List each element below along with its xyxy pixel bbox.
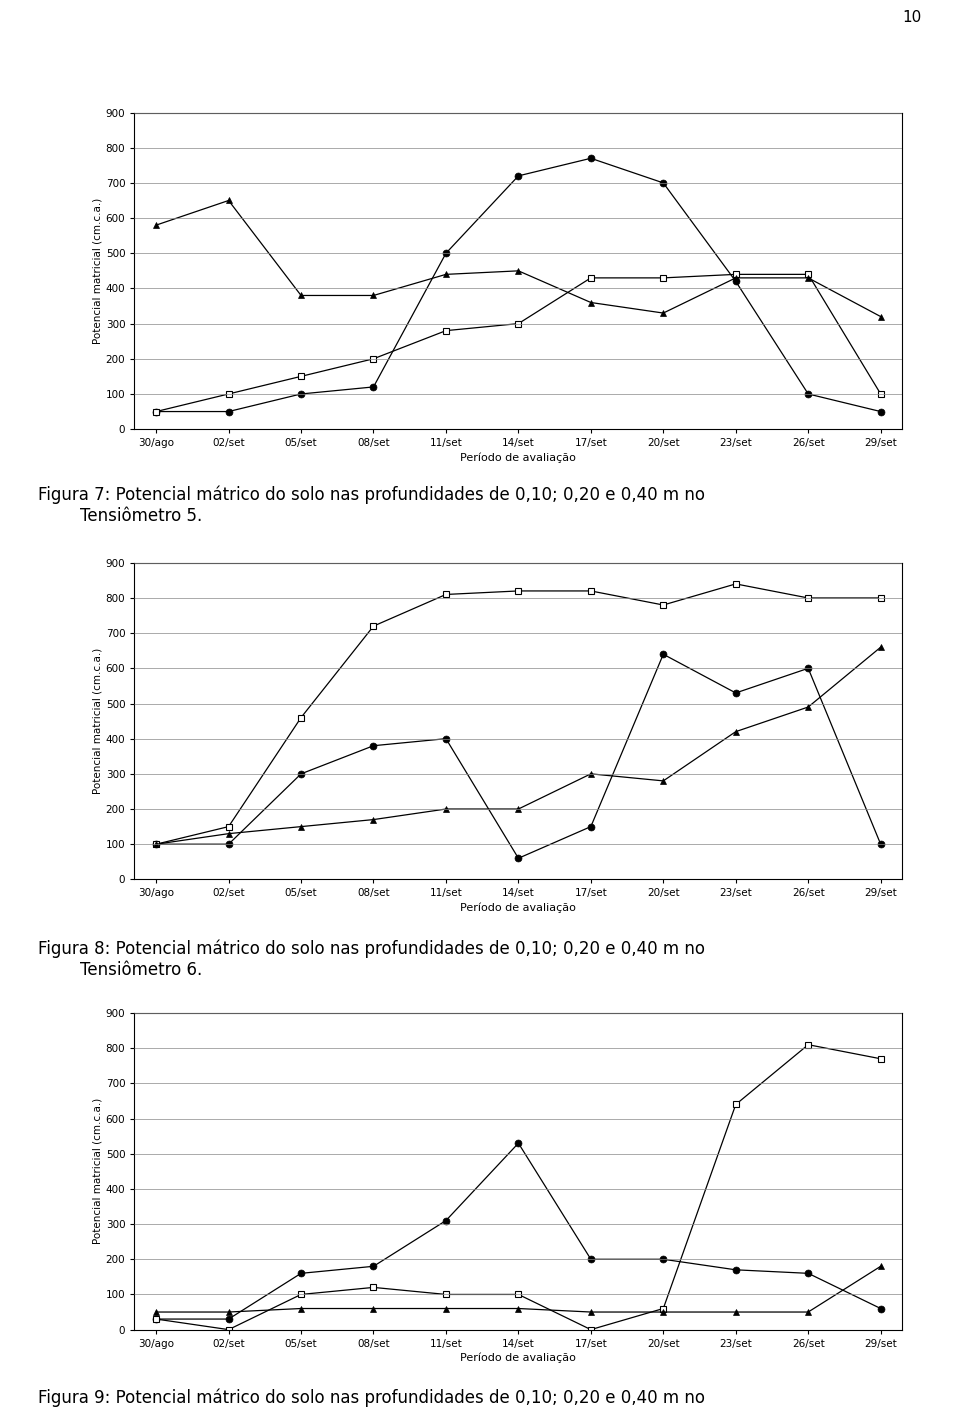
Y-axis label: Potencial matricial (cm.c.a.): Potencial matricial (cm.c.a.) <box>93 649 103 794</box>
X-axis label: Período de avaliação: Período de avaliação <box>461 902 576 913</box>
Text: Figura 9: Potencial mátrico do solo nas profundidades de 0,10; 0,20 e 0,40 m no
: Figura 9: Potencial mátrico do solo nas … <box>38 1389 706 1407</box>
Y-axis label: Potencial matricial (cm.c.a.): Potencial matricial (cm.c.a.) <box>93 1099 103 1244</box>
X-axis label: Período de avaliação: Período de avaliação <box>461 452 576 463</box>
Y-axis label: Potencial matricial (cm.c.a.): Potencial matricial (cm.c.a.) <box>93 198 103 343</box>
Text: Figura 7: Potencial mátrico do solo nas profundidades de 0,10; 0,20 e 0,40 m no
: Figura 7: Potencial mátrico do solo nas … <box>38 485 706 525</box>
Text: 10: 10 <box>902 10 922 25</box>
X-axis label: Período de avaliação: Período de avaliação <box>461 1352 576 1363</box>
Text: Figura 8: Potencial mátrico do solo nas profundidades de 0,10; 0,20 e 0,40 m no
: Figura 8: Potencial mátrico do solo nas … <box>38 940 706 979</box>
